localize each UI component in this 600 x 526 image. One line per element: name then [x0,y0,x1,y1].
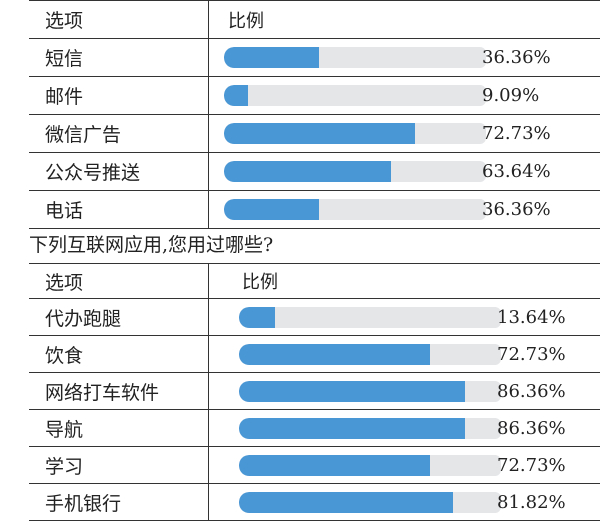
percent-label: 72.73% [497,343,566,365]
table-row: 邮件 9.09% [29,77,600,115]
category-label: 学习 [45,455,84,478]
bar-fill [239,492,454,513]
bar-fill [239,455,430,476]
column-divider [208,264,209,521]
header-ratio: 比例 [242,272,278,293]
percent-label: 13.64% [497,306,566,328]
bar-track [224,85,486,106]
percent-label: 72.73% [482,123,551,144]
table-row: 代办跑腿 13.64% [29,299,600,336]
table-row: 电话 36.36% [29,191,600,229]
category-label: 电话 [45,200,84,222]
table-header-row: 选项 比例 [29,264,600,299]
bar-fill [224,161,391,182]
bar-fill [224,85,248,106]
table-row: 学习 72.73% [29,447,600,484]
category-label: 导航 [45,418,84,441]
table-row: 公众号推送 63.64% [29,153,600,191]
percent-label: 72.73% [497,454,566,476]
bar-fill [239,418,466,439]
table-header-row: 选项 比例 [29,1,600,39]
table-row: 短信 36.36% [29,39,600,77]
percent-label: 63.64% [482,161,551,182]
bar-fill [239,344,430,365]
bar-fill [224,47,320,68]
bar-fill [224,199,320,220]
table-row: 微信广告 72.73% [29,115,600,153]
bar-track [224,161,486,182]
bar-track [239,381,501,402]
header-ratio: 比例 [228,10,264,32]
percent-label: 81.82% [497,491,566,513]
bar-track [224,123,486,144]
category-label: 公众号推送 [45,162,141,184]
bar-track [239,455,501,476]
category-label: 邮件 [45,86,84,108]
question-title: 下列互联网应用,您用过哪些? [29,234,274,256]
table-row: 导航 86.36% [29,410,600,447]
category-label: 手机银行 [45,492,122,515]
table-1: 选项 比例 短信 36.36% 邮件 9.09% 微信广告 72.73% 公众号推送 63.6… [29,0,600,229]
bar-fill [224,123,415,144]
bar-track [224,47,486,68]
bar-track [239,492,501,513]
category-label: 网络打车软件 [45,381,160,404]
table-row: 网络打车软件 86.36% [29,373,600,410]
column-divider [208,1,209,229]
table-2-rows: 代办跑腿 13.64% 饮食 72.73% 网络打车软件 86.36% 导航 86.36% 学习… [29,299,600,521]
table-row: 手机银行 81.82% [29,484,600,521]
category-label: 微信广告 [45,124,122,146]
category-label: 短信 [45,48,84,70]
percent-label: 36.36% [482,47,551,68]
table-1-rows: 短信 36.36% 邮件 9.09% 微信广告 72.73% 公众号推送 63.64% 电话 36… [29,39,600,229]
table-2: 选项 比例 代办跑腿 13.64% 饮食 72.73% 网络打车软件 86.36% 导航 86… [29,263,600,521]
bar-track [239,344,501,365]
header-option: 选项 [45,10,84,32]
percent-label: 86.36% [497,380,566,402]
bar-fill [239,381,466,402]
percent-label: 36.36% [482,199,551,220]
header-option: 选项 [45,271,84,294]
percent-label: 86.36% [497,417,566,439]
bar-track [239,418,501,439]
percent-label: 9.09% [482,85,540,106]
bar-fill [239,307,275,328]
bar-track [239,307,501,328]
category-label: 代办跑腿 [45,307,122,330]
bar-track [224,199,486,220]
table-row: 饮食 72.73% [29,336,600,373]
category-label: 饮食 [45,344,84,367]
